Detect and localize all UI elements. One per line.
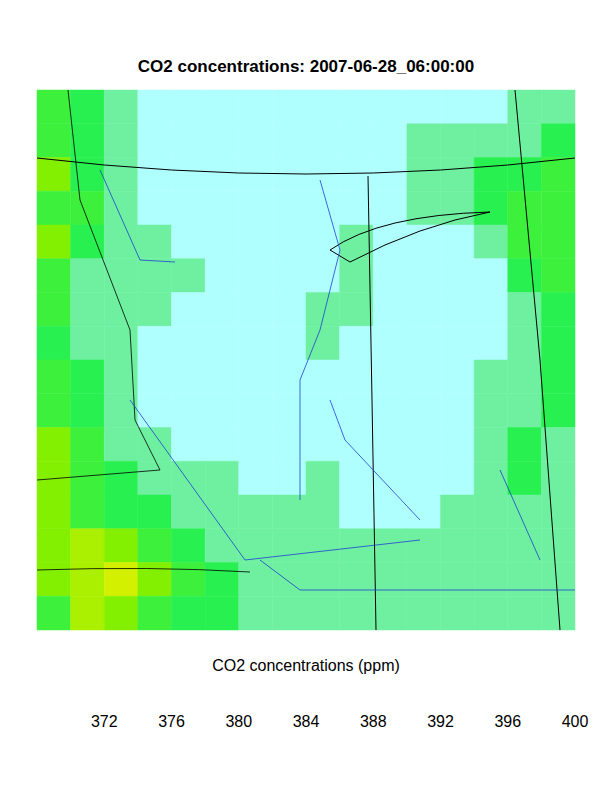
svg-text:384: 384 — [293, 713, 320, 730]
svg-text:380: 380 — [225, 713, 252, 730]
html-text:CO2 concentrations: 2007-06-28: CO2 concentrations: 2007-06-28_06:00:00 — [137, 57, 475, 76]
svg-text:376: 376 — [158, 713, 185, 730]
svg-text:392: 392 — [427, 713, 454, 730]
svg-text:372: 372 — [91, 713, 118, 730]
html-text:CO2 concentrations (ppm): CO2 concentrations (ppm) — [212, 657, 400, 674]
svg-text:388: 388 — [360, 713, 387, 730]
svg-text:396: 396 — [494, 713, 521, 730]
svg-text:400: 400 — [562, 713, 589, 730]
